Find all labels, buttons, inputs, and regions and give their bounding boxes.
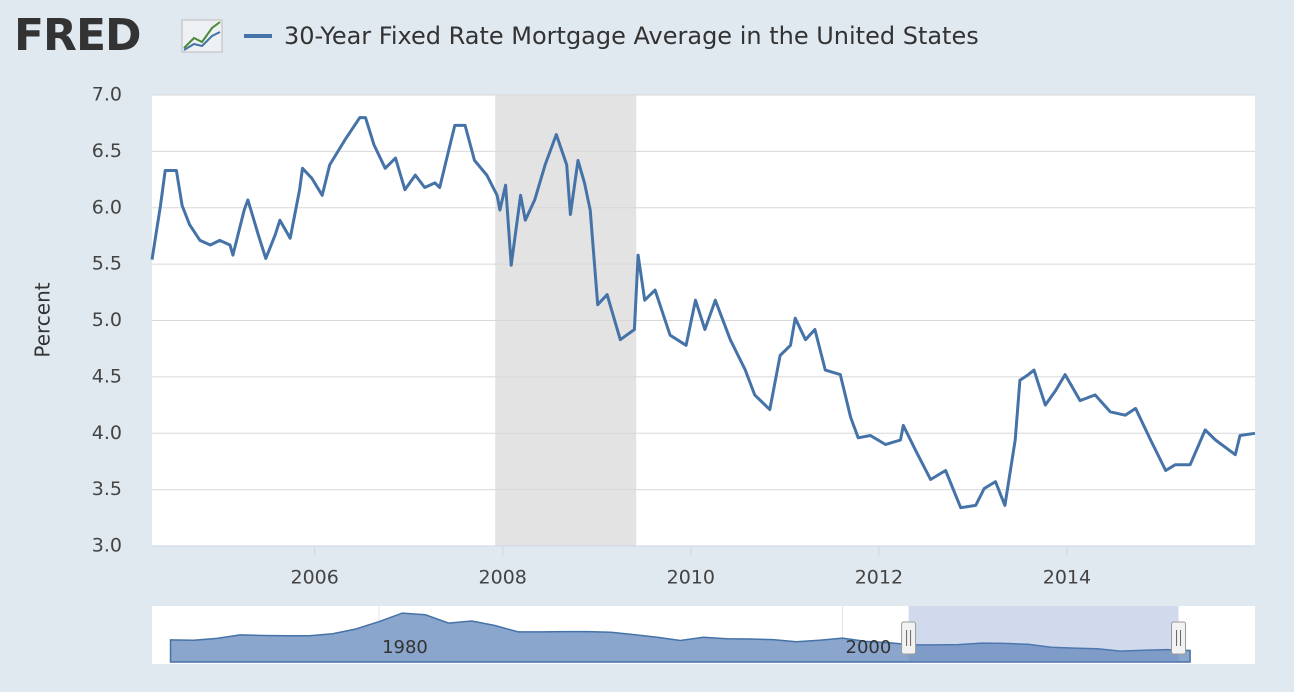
- y-tick-label: 4.5: [92, 365, 122, 387]
- navigator-selection: [908, 606, 1179, 662]
- logo: FRED: [14, 10, 141, 61]
- data-line: [150, 116, 1256, 510]
- navigator-label: 2000: [846, 637, 892, 658]
- navigator-handle[interactable]: [901, 621, 917, 655]
- navigator-area: [169, 612, 1191, 663]
- x-tick-label: 2012: [855, 567, 903, 589]
- logo-icon: [181, 19, 223, 53]
- y-tick-label: 4.0: [92, 422, 122, 444]
- y-tick-label: 5.0: [92, 309, 122, 331]
- x-tick-label: 2014: [1043, 567, 1091, 589]
- y-tick-label: 3.0: [92, 535, 122, 557]
- navigator-handle[interactable]: [1171, 621, 1187, 655]
- x-tick-label: 2010: [667, 567, 715, 589]
- y-tick-label: 6.5: [92, 140, 122, 162]
- y-tick-label: 3.5: [92, 478, 122, 500]
- y-tick-label: 5.5: [92, 253, 122, 275]
- navigator-label: 1980: [382, 637, 428, 658]
- x-tick-label: 2008: [479, 567, 527, 589]
- y-tick-label: 6.0: [92, 196, 122, 218]
- legend-title: 30-Year Fixed Rate Mortgage Average in t…: [284, 22, 979, 50]
- x-tick-label: 2006: [290, 567, 338, 589]
- y-tick-label: 7.0: [92, 84, 122, 106]
- y-axis-label: Percent: [31, 282, 55, 357]
